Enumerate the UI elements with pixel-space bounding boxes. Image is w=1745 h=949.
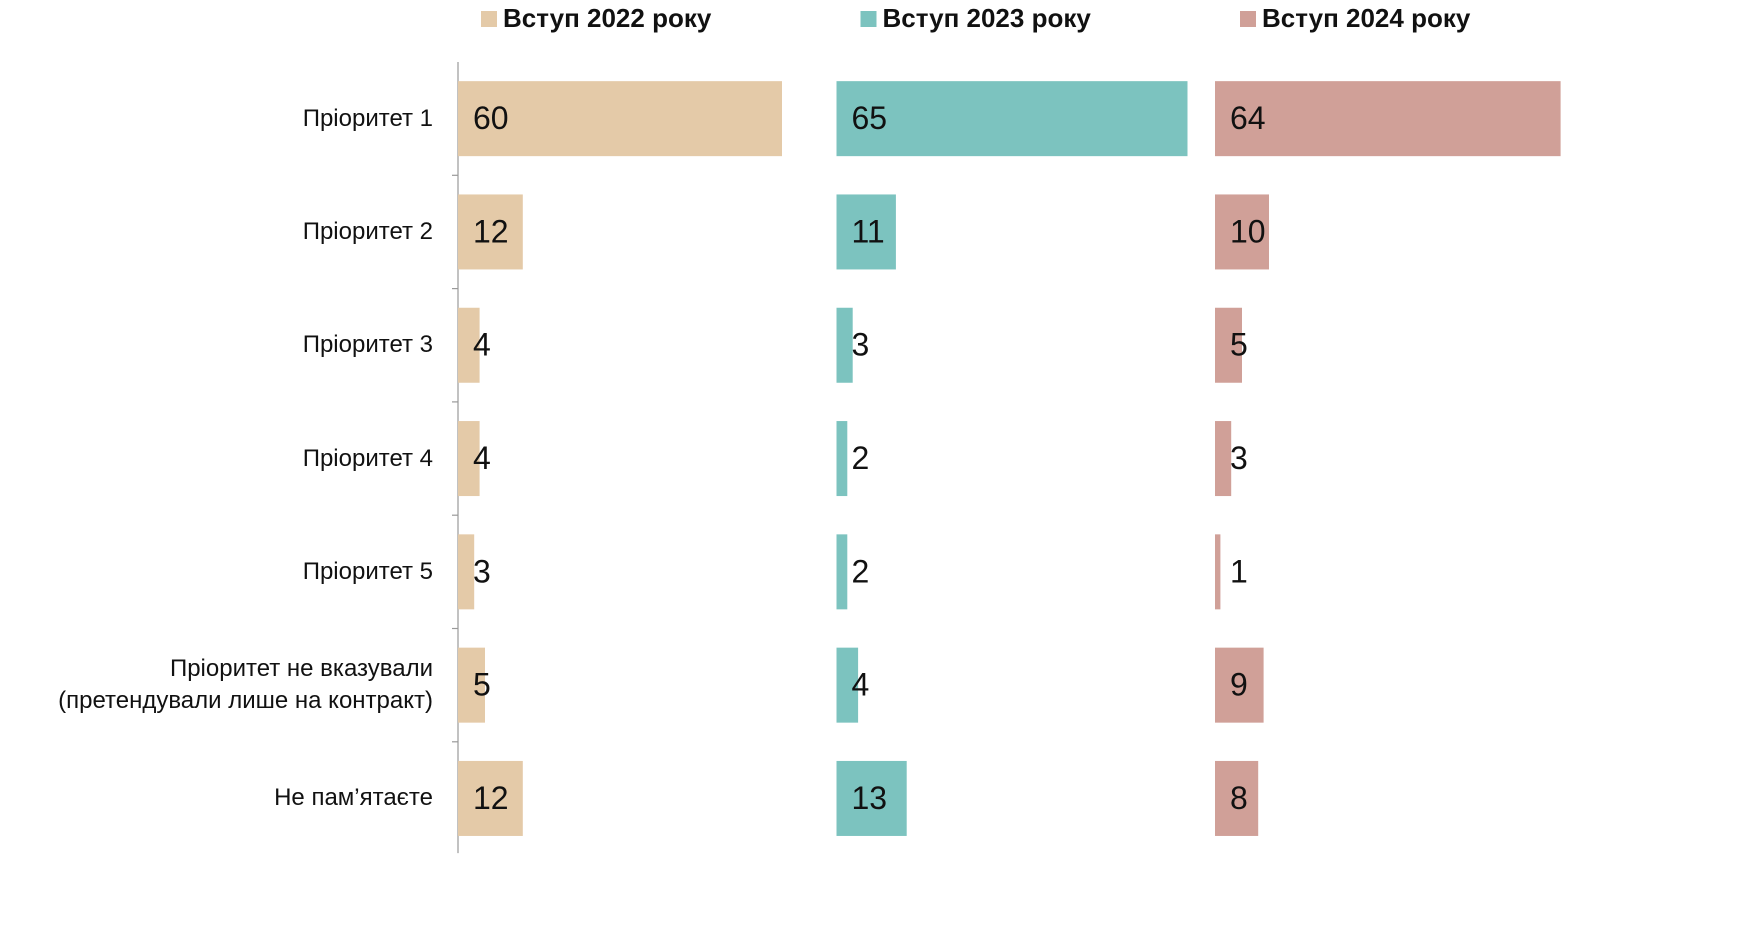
bar: [1215, 81, 1561, 157]
bar: [1215, 760, 1259, 836]
legend-swatch: [1240, 11, 1256, 27]
category-label: Пріоритет 5: [302, 557, 433, 585]
category-label: Не пам’ятаєте: [274, 784, 433, 812]
bar: [458, 534, 475, 610]
value-label: 4: [473, 327, 491, 363]
legend-label: Вступ 2022 року: [503, 3, 712, 33]
value-label: 1: [1230, 553, 1248, 589]
value-label: 60: [473, 100, 509, 136]
bar: [458, 647, 485, 723]
bar: [458, 81, 782, 157]
bar: [836, 81, 1188, 157]
value-label: 65: [852, 100, 888, 136]
bar: [1215, 534, 1221, 610]
bar: [836, 534, 848, 610]
legend-swatch: [481, 11, 497, 27]
legend-label: Вступ 2023 року: [883, 3, 1092, 33]
value-label: 11: [852, 213, 885, 249]
category-label: Пріоритет 3: [302, 331, 433, 359]
category-label: Пріоритет 1: [302, 104, 433, 132]
category-label: Пріоритет не вказували (претендували лиш…: [58, 655, 433, 715]
bar: [458, 760, 523, 836]
value-label: 13: [852, 780, 888, 816]
bar: [836, 307, 853, 383]
value-label: 64: [1230, 100, 1266, 136]
category-label: Пріоритет 4: [302, 444, 433, 472]
bar: [458, 194, 523, 270]
value-label: 5: [1230, 327, 1248, 363]
value-label: 5: [473, 667, 491, 703]
bar: [458, 421, 480, 497]
value-label: 2: [852, 553, 870, 589]
bar: [836, 421, 848, 497]
bar: [1215, 194, 1269, 270]
value-label: 3: [1230, 440, 1248, 476]
legend-swatch: [860, 11, 877, 27]
category-label: Пріоритет 2: [302, 217, 433, 245]
legend-label: Вступ 2024 року: [1262, 3, 1471, 33]
bar: [1215, 421, 1232, 497]
value-label: 12: [473, 213, 509, 249]
bar: [458, 307, 480, 383]
value-label: 4: [473, 440, 491, 476]
bar: [1215, 647, 1264, 723]
value-label: 12: [473, 780, 509, 816]
value-label: 4: [852, 667, 870, 703]
value-label: 2: [852, 440, 870, 476]
value-label: 10: [1230, 213, 1266, 249]
bar: [836, 194, 896, 270]
bar: [836, 647, 859, 723]
bar: [1215, 307, 1242, 383]
value-label: 3: [473, 553, 491, 589]
value-label: 9: [1230, 667, 1248, 703]
value-label: 3: [852, 327, 870, 363]
value-label: 8: [1230, 780, 1248, 816]
bar: [836, 760, 907, 836]
